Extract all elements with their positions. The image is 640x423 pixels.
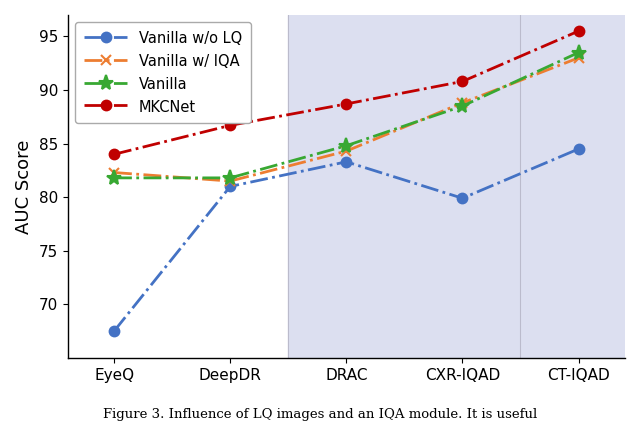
Vanilla w/ IQA xyxy=(575,55,582,60)
Y-axis label: AUC Score: AUC Score xyxy=(15,139,33,233)
MKCNet xyxy=(227,123,234,128)
Vanilla w/o LQ xyxy=(110,329,118,334)
Line: Vanilla: Vanilla xyxy=(106,45,586,186)
Vanilla xyxy=(459,104,467,109)
Line: Vanilla w/ IQA: Vanilla w/ IQA xyxy=(109,53,584,186)
Vanilla xyxy=(110,176,118,181)
Vanilla xyxy=(227,176,234,181)
Vanilla w/ IQA xyxy=(110,170,118,175)
MKCNet xyxy=(575,28,582,33)
Vanilla xyxy=(575,50,582,55)
Vanilla w/o LQ xyxy=(342,159,350,165)
Vanilla w/o LQ xyxy=(459,196,467,201)
Text: Figure 3. Influence of LQ images and an IQA module. It is useful: Figure 3. Influence of LQ images and an … xyxy=(103,408,537,421)
Vanilla w/ IQA xyxy=(342,148,350,154)
MKCNet xyxy=(110,152,118,157)
MKCNet xyxy=(459,79,467,84)
Vanilla w/o LQ xyxy=(575,146,582,151)
Line: Vanilla w/o LQ: Vanilla w/o LQ xyxy=(109,144,584,336)
Legend: Vanilla w/o LQ, Vanilla w/ IQA, Vanilla, MKCNet: Vanilla w/o LQ, Vanilla w/ IQA, Vanilla,… xyxy=(75,22,251,123)
Line: MKCNet: MKCNet xyxy=(109,26,584,159)
Bar xyxy=(288,15,637,358)
MKCNet xyxy=(342,102,350,107)
Vanilla w/ IQA xyxy=(459,100,467,105)
Vanilla w/ IQA xyxy=(227,179,234,184)
Vanilla w/o LQ xyxy=(227,184,234,189)
Vanilla xyxy=(342,143,350,148)
